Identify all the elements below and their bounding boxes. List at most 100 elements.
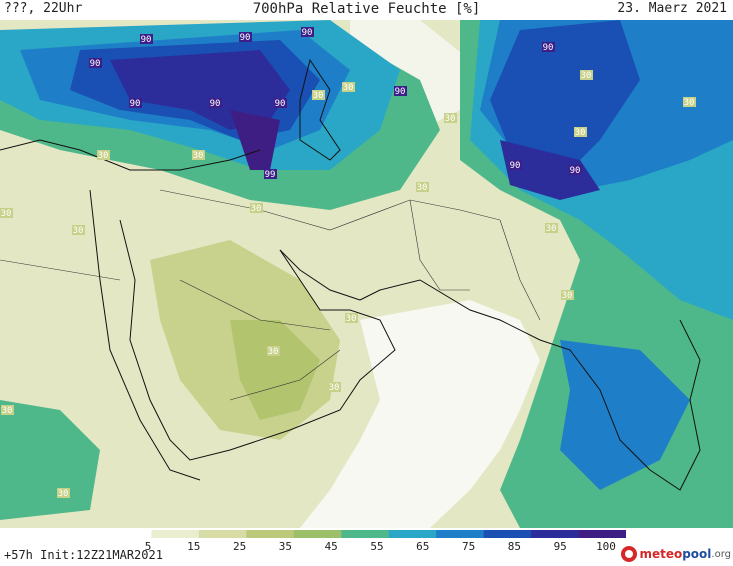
meteopool-logo-icon — [621, 546, 638, 562]
saturated-core-east — [500, 140, 600, 200]
dry-zone-arabian-sea — [300, 300, 540, 528]
contour-label: 30 — [444, 113, 457, 124]
svg-text:90: 90 — [543, 43, 554, 53]
svg-text:99: 99 — [265, 170, 276, 180]
brand-part-org: .org — [711, 548, 731, 560]
legend-tick-label: 55 — [370, 540, 384, 553]
contour-label: 30 — [250, 203, 263, 214]
moist-zone-africa — [0, 400, 100, 520]
contour-label: 90 — [569, 165, 582, 176]
contour-label: 30 — [267, 346, 280, 357]
svg-text:30: 30 — [581, 71, 592, 81]
legend-swatch — [198, 530, 247, 538]
contour-labels: 90 90 90 90 90 90 90 99 90 90 90 90 30 30 30 30 30 30 30 30… — [0, 27, 696, 499]
brand-part-pool: pool — [682, 547, 712, 561]
svg-text:90: 90 — [240, 33, 251, 43]
map-canvas: 90 90 90 90 90 90 90 99 90 90 90 90 30 30 30 30 30 30 30 30… — [0, 20, 733, 528]
contour-label: 90 — [542, 42, 555, 53]
contour-label: 90 — [209, 98, 222, 109]
saturated-core-north — [110, 50, 290, 130]
svg-text:30: 30 — [417, 183, 428, 193]
legend-swatch — [436, 530, 485, 538]
contour-label: 30 — [312, 90, 325, 101]
saturated-zone-east — [490, 20, 640, 180]
color-legend: 5 15 25 35 45 55 65 75 85 95 100 — [0, 528, 733, 566]
svg-text:30: 30 — [445, 114, 456, 124]
legend-swatch — [104, 530, 152, 538]
svg-text:30: 30 — [2, 406, 13, 416]
contour-label: 30 — [342, 82, 355, 93]
map-header: ???, 22Uhr 700hPa Relative Feuchte [%] 2… — [0, 0, 733, 20]
contour-label: 30 — [97, 150, 110, 161]
moist-core-arabia — [230, 320, 320, 420]
contour-label: 90 — [239, 32, 252, 43]
run-info-label: +57h Init:12Z21MAR2021 — [4, 548, 163, 562]
brand-logo[interactable]: meteo pool .org — [621, 545, 731, 563]
svg-text:90: 90 — [510, 161, 521, 171]
contour-label: 30 — [345, 313, 358, 324]
valid-date-label: 23. Maerz 2021 — [617, 1, 727, 16]
svg-text:90: 90 — [275, 99, 286, 109]
svg-text:30: 30 — [562, 291, 573, 301]
svg-text:30: 30 — [575, 128, 586, 138]
wet-zone-india — [560, 340, 690, 490]
contour-label: 30 — [57, 488, 70, 499]
contour-label: 90 — [89, 58, 102, 69]
contour-label: 30 — [328, 382, 341, 393]
contour-label: 30 — [574, 127, 587, 138]
legend-swatch — [388, 530, 437, 538]
svg-text:30: 30 — [343, 83, 354, 93]
svg-text:90: 90 — [570, 166, 581, 176]
svg-text:30: 30 — [313, 91, 324, 101]
legend-tick-label: 75 — [461, 540, 476, 553]
contour-label: 90 — [301, 27, 314, 38]
contour-label: 30 — [192, 150, 205, 161]
legend-tick-label: 25 — [232, 540, 247, 553]
svg-text:30: 30 — [1, 209, 12, 219]
legend-swatch — [151, 530, 200, 538]
brand-part-meteo: meteo — [639, 547, 683, 561]
valid-time-label: ???, 22Uhr — [4, 1, 83, 16]
svg-text:90: 90 — [395, 87, 406, 97]
legend-tick-label: 15 — [187, 540, 201, 553]
map-title: 700hPa Relative Feuchte [%] — [252, 1, 481, 17]
contour-label: 90 — [394, 86, 407, 97]
contour-label: 30 — [683, 97, 696, 108]
contour-label: 30 — [416, 182, 429, 193]
contour-label: 90 — [274, 98, 287, 109]
svg-text:30: 30 — [251, 204, 262, 214]
svg-text:30: 30 — [58, 489, 69, 499]
svg-text:90: 90 — [141, 35, 152, 45]
contour-label: 30 — [72, 225, 85, 236]
humidity-map: 90 90 90 90 90 90 90 99 90 90 90 90 30 30 30 30 30 30 30 30… — [0, 20, 733, 528]
svg-text:90: 90 — [302, 28, 313, 38]
legend-swatch — [578, 530, 626, 538]
svg-text:90: 90 — [130, 99, 141, 109]
svg-text:30: 30 — [268, 347, 279, 357]
legend-tick-label: 35 — [278, 540, 293, 553]
legend-swatch — [531, 530, 580, 538]
contour-label: 30 — [0, 208, 13, 219]
contour-label: 30 — [1, 405, 14, 416]
legend-ticks: 5 15 25 35 45 55 65 75 85 95 100 — [0, 540, 733, 554]
legend-color-bar — [104, 530, 626, 538]
contour-label: 30 — [561, 290, 574, 301]
legend-tick-label: 5 — [144, 540, 152, 553]
svg-text:90: 90 — [210, 99, 221, 109]
legend-tick-label: 65 — [416, 540, 430, 553]
svg-text:30: 30 — [346, 314, 357, 324]
svg-text:30: 30 — [73, 226, 84, 236]
contour-label: 90 — [140, 34, 153, 45]
legend-tick-label: 100 — [596, 540, 616, 553]
saturated-core-levant — [230, 110, 280, 170]
legend-tick-label: 45 — [324, 540, 338, 553]
svg-text:90: 90 — [90, 59, 101, 69]
legend-tick-label: 95 — [553, 540, 567, 553]
legend-swatch — [483, 530, 532, 538]
contour-label: 30 — [545, 223, 558, 234]
svg-text:30: 30 — [98, 151, 109, 161]
contour-label: 30 — [580, 70, 593, 81]
legend-swatch — [293, 530, 342, 538]
legend-swatch — [341, 530, 390, 538]
contour-label: 90 — [129, 98, 142, 109]
